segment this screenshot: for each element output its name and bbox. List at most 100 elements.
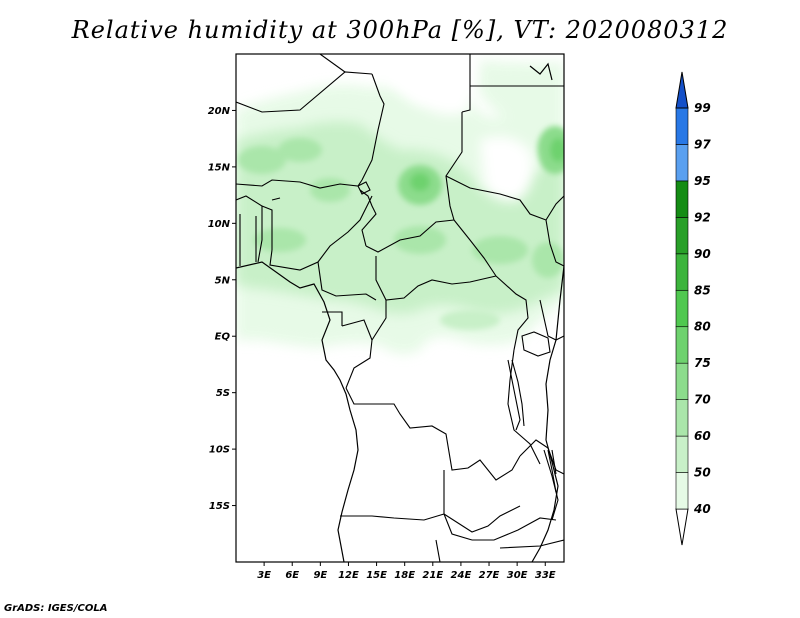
humidity-band-medium: [236, 121, 564, 314]
longitude-axis: 3E 6E 9E 12E 15E 18E 21E 24E 27E 30E 33E: [257, 562, 556, 581]
lon-tick-label: 12E: [338, 570, 359, 581]
border-gabon-congo: [341, 319, 373, 389]
lon-tick-label: 33E: [535, 570, 556, 581]
border-cameroon-south: [317, 261, 377, 301]
lon-tick-label: 15E: [366, 570, 387, 581]
colorbar-level-label: 92: [694, 210, 711, 224]
dry-region-sahara: [380, 54, 470, 115]
border-benin: [261, 205, 273, 250]
chart-title: Relative humidity at 300hPa [%], VT: 202…: [71, 16, 729, 44]
border-nigeria-niger: [271, 197, 281, 201]
lat-tick-label: 15S: [209, 501, 230, 512]
coastline-red-sea: [529, 62, 553, 81]
colorbar-segment: [675, 289, 689, 328]
colorbar-level-label: 99: [694, 101, 711, 115]
colorbar-level-label: 75: [694, 356, 711, 370]
humidity-core-ethiopia: [532, 242, 564, 278]
humidity-band-sudan-light: [478, 60, 564, 123]
border-uganda-kenya: [539, 299, 564, 341]
border-congo-drc: [371, 300, 387, 341]
colorbar: 40 50 60 70 75 80 85 90 92 95 97 99: [675, 71, 711, 546]
lon-tick-label: 21E: [422, 570, 443, 581]
colorbar-segment: [675, 362, 689, 400]
border-sudan-ss: [445, 175, 564, 221]
border-drc-angola: [345, 387, 521, 481]
lon-tick-label: 30E: [507, 570, 528, 581]
map-frame: [235, 53, 565, 563]
humidity-core-nigeria: [310, 178, 350, 202]
colorbar-segment: [675, 180, 689, 218]
dry-region-southern-africa: [236, 358, 564, 562]
colorbar-segment: [675, 144, 689, 182]
lon-tick-label: 27E: [479, 570, 500, 581]
dry-region-sudan: [480, 136, 534, 202]
humidity-core-chad-inner: [410, 173, 430, 191]
colorbar-segment: [675, 435, 689, 473]
lat-tick-label: 10N: [208, 219, 231, 230]
humidity-core-westafrica: [238, 146, 286, 174]
border-south-botswana: [435, 539, 441, 562]
border-chad-car: [365, 219, 455, 253]
lat-tick-label: 5S: [216, 388, 230, 399]
border-zimbabwe-sa: [499, 539, 564, 549]
border-zambia-zimbabwe: [472, 517, 557, 541]
colorbar-level-label: 70: [694, 393, 711, 407]
lake-tanganyika: [507, 359, 525, 431]
humidity-shading: [236, 54, 564, 562]
colorbar-level-label: 97: [694, 137, 711, 151]
coastline-west-africa: [236, 261, 359, 562]
colorbar-level-label: 85: [694, 283, 711, 297]
border-algeria-niger: [236, 71, 373, 113]
border-car-sudan: [453, 219, 497, 277]
colorbar-level-label: 50: [694, 466, 711, 480]
colorbar-level-label: 95: [694, 174, 711, 188]
border-chad-cameroon: [359, 189, 377, 247]
humidity-core-westafrica-2: [278, 138, 322, 162]
country-borders: [236, 54, 564, 562]
colorbar-level-label: 90: [694, 247, 711, 261]
humidity-core-congo: [440, 310, 500, 330]
humidity-core-sudan-inner: [550, 138, 564, 162]
border-namibia-botswana: [443, 505, 521, 533]
lat-tick-label: 10S: [209, 445, 230, 456]
colorbar-segment: [675, 399, 689, 437]
colorbar-segment: [675, 107, 689, 145]
lon-tick-label: 18E: [394, 570, 415, 581]
lon-tick-label: 9E: [313, 570, 327, 581]
lat-tick-label: 5N: [215, 275, 231, 286]
colorbar-level-label: 80: [694, 320, 711, 334]
lat-tick-label: 15N: [208, 162, 231, 173]
colorbar-level-label: 40: [693, 502, 711, 516]
colorbar-segment: [675, 217, 689, 255]
border-nigeria-cameroon: [269, 195, 373, 271]
lake-victoria: [521, 331, 551, 357]
lon-tick-label: 3E: [257, 570, 271, 581]
lat-tick-label: EQ: [215, 332, 231, 343]
humidity-core-southsudan: [472, 236, 528, 264]
colorbar-segment: [675, 472, 689, 510]
lon-tick-label: 6E: [285, 570, 299, 581]
coastline-east-africa: [531, 265, 564, 562]
colorbar-lower-extend: [675, 508, 689, 546]
border-angola-namibia: [340, 513, 445, 521]
border-car-south: [375, 256, 497, 301]
border-drc-ss-uganda: [495, 275, 529, 351]
border-ss-ethiopia: [545, 219, 564, 267]
credit-label: GrADS: IGES/COLA: [4, 603, 108, 614]
humidity-core-car: [394, 226, 446, 254]
border-libya-egypt-sudan: [461, 54, 471, 113]
border-niger-south: [236, 179, 363, 189]
humidity-core-cameroon: [254, 228, 306, 252]
border-libya-chad: [361, 73, 385, 181]
colorbar-segment: [675, 253, 689, 291]
border-eq-guinea: [322, 311, 343, 326]
lake-malawi: [547, 449, 557, 493]
border-niger-libya: [319, 54, 346, 73]
colorbar-segment: [675, 326, 689, 364]
lat-tick-label: 20N: [208, 106, 231, 117]
lon-tick-label: 24E: [451, 570, 472, 581]
latitude-axis: 20N 15N 10N 5N EQ 5S 10S 15S: [208, 106, 236, 512]
colorbar-upper-extend: [675, 71, 689, 109]
lake-chad: [357, 181, 371, 195]
